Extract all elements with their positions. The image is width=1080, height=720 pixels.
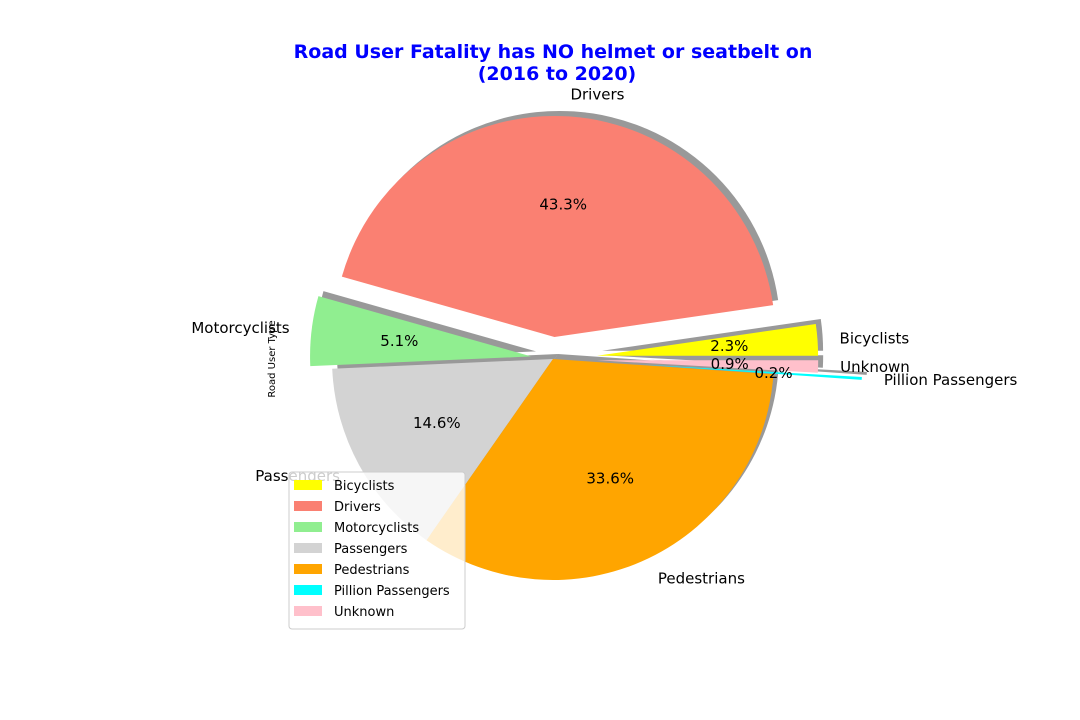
legend-swatch-unknown (294, 606, 322, 616)
legend-label-pillion-passengers: Pillion Passengers (334, 584, 450, 599)
category-label-unknown: Unknown (840, 358, 910, 376)
legend: Bicyclists Drivers Motorcyclists Passengers… (288, 471, 466, 630)
slice-bicyclists (597, 323, 819, 356)
slice-pedestrians (426, 359, 774, 581)
slice-pillion-passengers (641, 364, 862, 380)
legend-swatch-motorcyclists (294, 522, 322, 532)
legend-label-passengers: Passengers (334, 542, 408, 557)
percent-label-bicyclists: 2.3% (710, 337, 748, 355)
y-axis-label: Road User Type (267, 320, 278, 397)
legend-swatch-pedestrians (294, 564, 322, 574)
percent-label-motorcyclists: 5.1% (380, 332, 418, 350)
legend-label-bicyclists: Bicyclists (334, 479, 395, 494)
percent-label-pedestrians: 33.6% (586, 470, 634, 488)
legend-label-pedestrians: Pedestrians (334, 563, 410, 578)
legend-label-motorcyclists: Motorcyclists (334, 521, 419, 536)
percent-label-drivers: 43.3% (539, 196, 587, 214)
pie-slices (310, 115, 862, 581)
slice-drivers (341, 115, 774, 337)
category-label-drivers: Drivers (570, 85, 624, 103)
slice-unknown (597, 360, 819, 373)
category-label-pillion-passengers: Pillion Passengers (884, 371, 1018, 389)
legend-frame (288, 471, 466, 630)
percent-label-passengers: 14.6% (413, 414, 461, 432)
slice-motorcyclists (310, 296, 532, 367)
legend-swatch-drivers (294, 501, 322, 511)
legend-swatch-bicyclists (294, 480, 322, 490)
category-label-motorcyclists: Motorcyclists (191, 319, 289, 337)
chart-title-line-2: (2016 to 2020) (478, 63, 637, 85)
category-label-bicyclists: Bicyclists (840, 329, 910, 347)
percent-label-pillion-passengers: 0.2% (755, 364, 793, 382)
percent-label-unknown: 0.9% (711, 355, 749, 373)
legend-swatch-passengers (294, 543, 322, 553)
chart-title-line-1: Road User Fatality has NO helmet or seat… (294, 41, 813, 63)
legend-label-unknown: Unknown (334, 605, 394, 620)
category-label-pedestrians: Pedestrians (658, 569, 745, 587)
legend-swatch-pillion-passengers (294, 585, 322, 595)
legend-label-drivers: Drivers (334, 500, 381, 515)
